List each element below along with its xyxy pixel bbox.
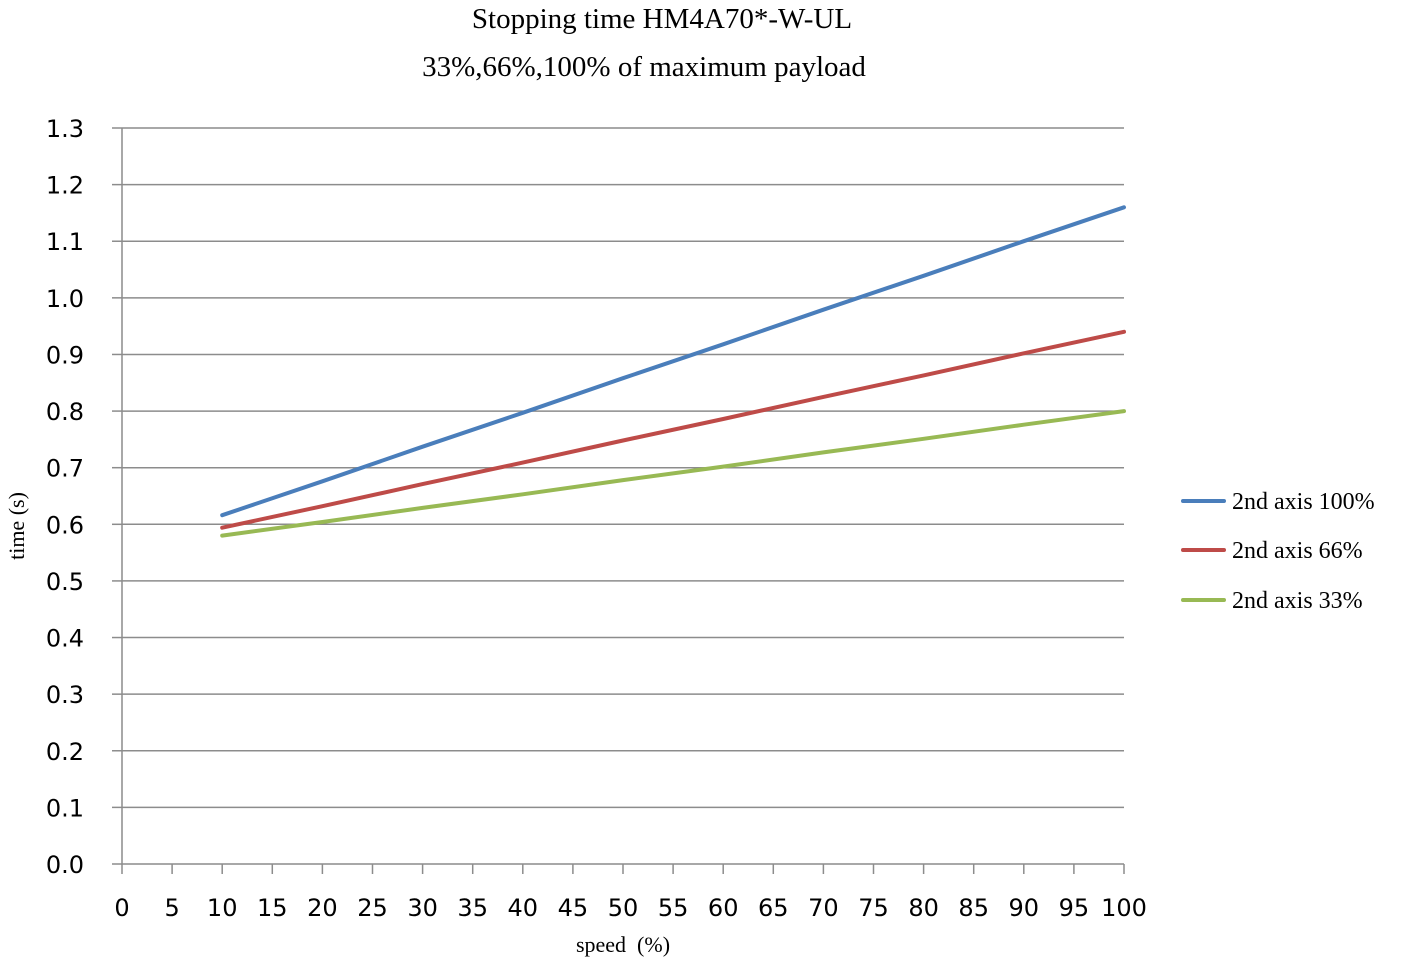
x-tick-labels: 0 5 10 15 20 25 30 35 40 45 50 55 60 65 70 75 80 85 90 95 10… [114, 894, 1147, 922]
y-tick-label: 0.0 [46, 851, 84, 879]
y-tick-label: 1.2 [46, 172, 84, 200]
y-tick-labels: 0.0 0.1 0.2 0.3 0.4 0.5 0.6 0.7 0.8 0.9 1.0 1.1 1.2 1… [46, 115, 84, 879]
y-tick-label: 0.6 [46, 511, 84, 539]
y-tick-label: 0.3 [46, 681, 84, 709]
x-tick-label: 15 [257, 894, 288, 922]
x-tick-label: 75 [858, 894, 889, 922]
chart-subtitle: 33%,66%,100% of maximum payload [422, 51, 866, 83]
y-tick-label: 0.5 [46, 568, 84, 596]
y-tick-label: 0.4 [46, 625, 84, 653]
x-tick-label: 70 [808, 894, 839, 922]
x-tick-label: 25 [357, 894, 388, 922]
legend-item: 2nd axis 33% [1181, 588, 1363, 614]
x-tick-label: 55 [658, 894, 689, 922]
y-tick-label: 1.0 [46, 285, 84, 313]
x-tick-label: 85 [958, 894, 989, 922]
y-tick-label: 1.3 [46, 115, 84, 143]
x-tick-label: 35 [457, 894, 488, 922]
x-tick-label: 65 [758, 894, 789, 922]
y-tick-label: 0.1 [46, 794, 84, 822]
x-tick-label: 90 [1009, 894, 1040, 922]
x-tick-label: 10 [207, 894, 238, 922]
x-axis-title: speed (%) [576, 932, 670, 957]
x-tick-label: 40 [508, 894, 539, 922]
legend-item: 2nd axis 66% [1181, 538, 1363, 564]
y-tick-label: 0.9 [46, 341, 84, 369]
axes [112, 127, 1125, 874]
series-line-2 [220, 409, 1126, 538]
legend-item: 2nd axis 100% [1181, 489, 1375, 515]
y-tick-label: 1.1 [46, 228, 84, 256]
series-lines [220, 205, 1126, 538]
x-tick-label: 50 [608, 894, 639, 922]
x-tick-label: 20 [307, 894, 338, 922]
y-axis-title: time (s) [4, 492, 29, 560]
x-tick-label: 30 [407, 894, 438, 922]
series-line-1 [220, 329, 1126, 530]
chart-title: Stopping time HM4A70*-W-UL [472, 3, 852, 35]
y-tick-label: 0.2 [46, 738, 84, 766]
legend: 2nd axis 100% 2nd axis 66% 2nd axis 33% [1181, 489, 1375, 614]
legend-label: 2nd axis 33% [1232, 588, 1363, 614]
gridlines [122, 127, 1124, 809]
x-tick-label: 5 [164, 894, 179, 922]
y-tick-label: 0.7 [46, 455, 84, 483]
x-tick-label: 0 [114, 894, 129, 922]
series-line-0 [220, 205, 1126, 518]
x-tick-label: 100 [1101, 894, 1147, 922]
x-tick-label: 45 [558, 894, 589, 922]
x-tick-label: 95 [1059, 894, 1090, 922]
x-tick-label: 60 [708, 894, 739, 922]
x-tick-label: 80 [908, 894, 939, 922]
legend-label: 2nd axis 100% [1232, 489, 1375, 515]
legend-label: 2nd axis 66% [1232, 538, 1363, 564]
y-tick-label: 0.8 [46, 398, 84, 426]
